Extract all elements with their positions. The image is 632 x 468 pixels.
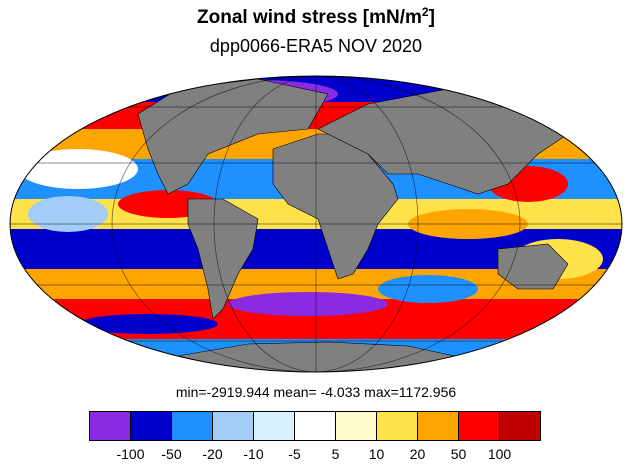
colorbar-tick-label: 20 bbox=[409, 446, 426, 462]
colorbar bbox=[89, 411, 541, 441]
colorbar-swatch bbox=[417, 411, 459, 441]
colorbar-tick-label: -20 bbox=[202, 446, 223, 462]
colorbar-swatch bbox=[130, 411, 172, 441]
land-masses bbox=[137, 78, 569, 372]
colorbar-tick-label: 50 bbox=[450, 446, 467, 462]
wind-stress-map bbox=[9, 75, 623, 373]
colorbar-swatch bbox=[499, 411, 541, 441]
colorbar-tick-label: 10 bbox=[368, 446, 385, 462]
colorbar-swatch bbox=[89, 411, 131, 441]
colorbar-swatch bbox=[212, 411, 254, 441]
colorbar-tick-label: -10 bbox=[243, 446, 264, 462]
colorbar-swatch bbox=[376, 411, 418, 441]
colorbar-swatch bbox=[335, 411, 377, 441]
colorbar-tick-label: 5 bbox=[331, 446, 340, 462]
colorbar-swatch bbox=[294, 411, 336, 441]
colorbar-tick-label: -5 bbox=[288, 446, 301, 462]
colorbar-tick-label: 100 bbox=[487, 446, 512, 462]
colorbar-tick-label: -100 bbox=[116, 446, 145, 462]
chart-subtitle: dpp0066-ERA5 NOV 2020 bbox=[209, 36, 423, 56]
stats-line: min=-2919.944 mean= -4.033 max=1172.956 bbox=[175, 384, 457, 400]
colorbar-labels: -100 -50 -20 -10 -5 5 10 20 50 100 bbox=[0, 446, 632, 464]
chart-title: Zonal wind stress [mN/m2] bbox=[197, 5, 435, 28]
colorbar-tick-label: -50 bbox=[161, 446, 182, 462]
colorbar-swatch bbox=[253, 411, 295, 441]
colorbar-swatch bbox=[171, 411, 213, 441]
colorbar-swatch bbox=[458, 411, 500, 441]
